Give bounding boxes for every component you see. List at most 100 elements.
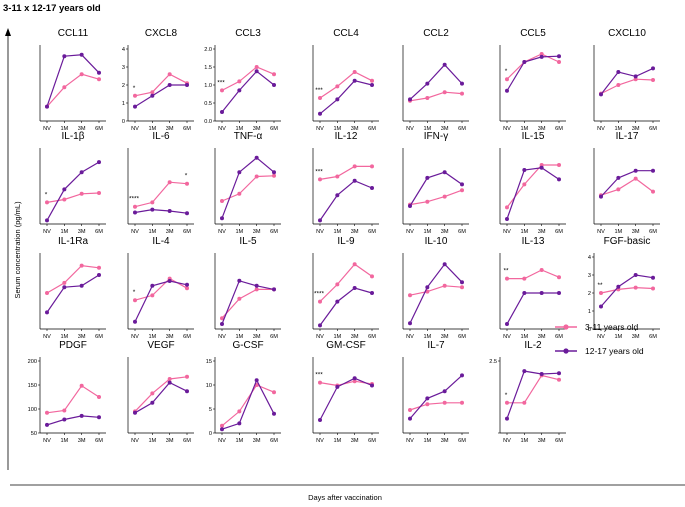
point-il-17-1-3 (651, 168, 655, 173)
series-line-vegf-0 (134, 376, 188, 412)
y-tick-label-g-csf-1: 5 (209, 407, 212, 413)
point-ccl5-1-3 (557, 54, 561, 59)
x-tick-label-il-10-1m: 1M (423, 334, 431, 340)
series-line-il-15-1 (506, 167, 560, 220)
x-tick-label-gm-csf-3m: 3M (351, 438, 359, 444)
significance-il-2-0: * (505, 392, 508, 399)
point-ccl5-0-2 (539, 52, 544, 56)
point-cxcl10-0-3 (651, 78, 655, 82)
x-tick-label-il-2-6m: 6M (555, 438, 563, 444)
point-gm-csf-0-0 (318, 380, 322, 385)
series-line-il-17-0 (600, 177, 654, 196)
series-line-il-10-1 (409, 263, 463, 324)
series-line-il-6-0 (134, 181, 188, 208)
y-tick-label-cxcl8-0: 0 (122, 119, 125, 125)
point-il-15-1-1 (522, 168, 527, 172)
x-tick-label-il-5-6m: 6M (270, 334, 278, 340)
point-g-csf-1-1 (237, 421, 242, 426)
point-ifn-1-0 (408, 204, 412, 208)
x-tick-label-cxcl8-1m: 1M (148, 126, 156, 132)
x-tick-label-fgf-basic-nv: NV (597, 334, 605, 340)
point-il-13-0-0 (505, 276, 509, 281)
x-tick-label-tnf-3m: 3M (253, 229, 261, 235)
point-il-1-0-1 (62, 197, 67, 202)
point-il-17-1-0 (599, 194, 603, 199)
significance-il-4-0: * (133, 289, 136, 296)
x-tick-label-fgf-basic-6m: 6M (649, 334, 657, 340)
point-ifn-1-2 (442, 170, 447, 175)
point-il-12-0-0 (318, 177, 322, 182)
y-tick-label-cxcl8-3: 3 (122, 65, 125, 71)
x-tick-label-il-6-3m: 3M (166, 229, 174, 235)
x-tick-label-ifn-3m: 3M (441, 229, 449, 235)
point-il-9-1-3 (370, 291, 374, 295)
x-tick-label-il-4-1m: 1M (148, 334, 156, 340)
x-tick-label-il-13-6m: 6M (555, 334, 563, 340)
x-tick-label-il-1-nv: NV (43, 229, 51, 235)
panel-title-il-17: IL-17 (616, 131, 639, 142)
point-gm-csf-0-2 (352, 379, 357, 384)
panel-title-il-6: IL-6 (152, 131, 170, 142)
x-tick-label-il-1ra-6m: 6M (95, 334, 103, 340)
y-tick-label-g-csf-0: 0 (209, 431, 212, 437)
series-line-il-6-1 (134, 208, 188, 214)
panel-ccl2: CCL2 NV 1M 3M 6M (402, 28, 469, 132)
point-il-5-0-0 (220, 316, 224, 321)
point-il-4-1-2 (167, 279, 172, 283)
point-cxcl8-1-0 (133, 104, 137, 109)
panels: CCL11 NV 1M 3M 6M CXCL8 0 1 2 3 4 NV 1M 3M 6M * CCL3 0.0 0… (28, 28, 660, 444)
series-line-il-5-0 (221, 288, 274, 319)
panel-il-17: IL-17 NV 1M 3M 6M (593, 131, 660, 235)
x-tick-label-il-17-1m: 1M (614, 229, 622, 235)
significance-il-1-0: * (45, 191, 48, 198)
point-il-12-1-3 (370, 186, 374, 190)
point-ccl5-0-0 (505, 77, 509, 82)
point-il-10-1-0 (408, 321, 412, 326)
point-ccl2-1-0 (408, 97, 412, 102)
panel-title-il-13: IL-13 (522, 236, 545, 247)
point-il-10-1-3 (460, 280, 464, 285)
y-tick-label-ccl3-3: 1.5 (204, 65, 212, 71)
x-tick-label-ccl5-1m: 1M (520, 126, 528, 132)
x-tick-label-il-9-nv: NV (316, 334, 324, 340)
y-tick-label-fgf-basic-4: 4 (588, 255, 591, 261)
point-fgf-basic-1-1 (616, 284, 621, 289)
y-tick-label-fgf-basic-1: 1 (588, 309, 591, 315)
point-il-5-1-2 (254, 283, 259, 288)
panel-title-il-9: IL-9 (337, 236, 355, 247)
point-il-1ra-0-0 (45, 291, 49, 295)
x-tick-label-g-csf-nv: NV (218, 438, 226, 444)
point-il-10-0-2 (442, 283, 447, 288)
x-tick-label-il-6-nv: NV (131, 229, 139, 235)
y-tick-label-ccl3-0: 0.0 (204, 119, 212, 125)
panel-cxcl10: CXCL10 NV 1M 3M 6M (593, 28, 660, 132)
point-il-9-0-2 (352, 262, 357, 267)
point-il-1ra-0-2 (79, 263, 84, 268)
series-line-il-13-1 (506, 292, 559, 325)
point-il-2-1-3 (557, 371, 561, 376)
panel-gm-csf: GM-CSF NV 1M 3M 6M *** (312, 340, 379, 444)
point-g-csf-0-1 (237, 409, 242, 414)
point-ccl11-1-1 (62, 54, 67, 59)
point-pdgf-0-2 (79, 383, 84, 388)
series-line-ifn-0 (409, 189, 463, 206)
y-tick-label-pdgf-0: 50 (31, 431, 37, 437)
x-tick-label-il-17-3m: 3M (632, 229, 640, 235)
point-ccl2-1-1 (425, 81, 430, 86)
series-line-il-9-0 (319, 263, 373, 303)
y-tick-label-pdgf-2: 150 (28, 383, 37, 389)
panel-title-ccl5: CCL5 (520, 28, 546, 39)
x-tick-label-il-1ra-1m: 1M (60, 334, 68, 340)
point-il-10-1-1 (425, 285, 430, 290)
x-tick-label-g-csf-3m: 3M (253, 438, 261, 444)
x-tick-label-il-7-nv: NV (406, 438, 414, 444)
panel-g-csf: G-CSF 0 5 10 15 NV 1M 3M 6M (206, 340, 281, 444)
x-tick-label-ifn-nv: NV (406, 229, 414, 235)
point-fgf-basic-0-3 (651, 286, 655, 291)
panel-title-il-7: IL-7 (427, 340, 445, 351)
x-tick-label-il-1ra-nv: NV (43, 334, 51, 340)
series-line-il-12-0 (319, 165, 372, 180)
series-line-ifn-1 (409, 171, 463, 207)
point-il-12-1-1 (335, 193, 340, 198)
point-cxcl8-1-1 (150, 93, 155, 98)
